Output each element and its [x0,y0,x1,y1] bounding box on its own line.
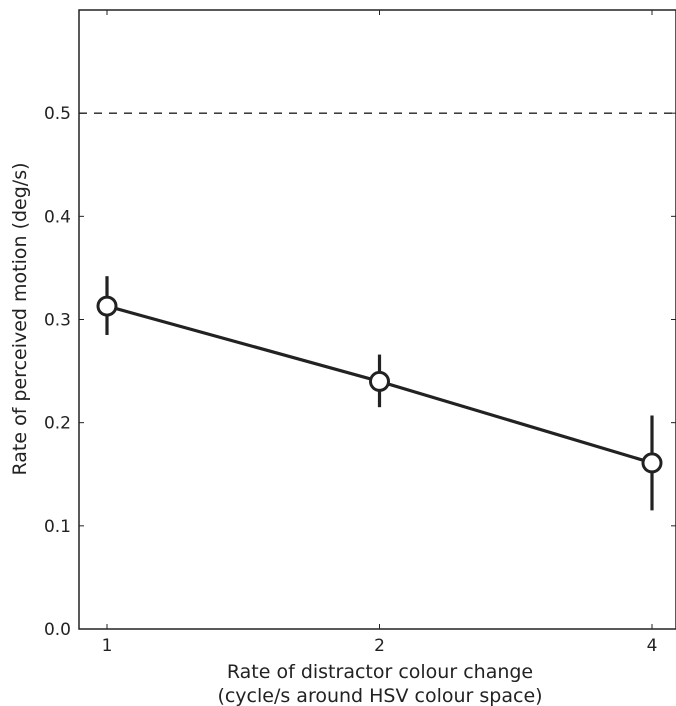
y-tick-label: 0.0 [44,620,71,640]
y-tick-label: 0.1 [44,517,71,537]
x-tick-label: 2 [374,636,385,656]
series-group [96,276,663,511]
plot-frame [78,9,676,630]
y-tick-label: 0.5 [44,104,71,124]
data-point [369,370,390,392]
y-tick-label: 0.4 [44,207,71,227]
y-tick-label: 0.3 [44,311,71,331]
x-axis-ticks: 1 2 4 [102,10,658,656]
x-axis-label-line-1: Rate of distractor colour change [227,661,533,683]
y-axis-label: Rate of perceived motion (deg/s) [9,162,31,475]
data-point [96,295,118,317]
y-axis-ticks: 0.0 0.1 0.2 0.3 0.4 0.5 [44,104,676,640]
x-axis-label-line-2: (cycle/s around HSV colour space) [217,685,542,706]
x-tick-label: 1 [102,636,113,656]
data-point [641,452,663,474]
y-tick-label: 0.2 [44,414,71,434]
plot-border [78,9,676,630]
x-tick-label: 4 [647,636,658,656]
